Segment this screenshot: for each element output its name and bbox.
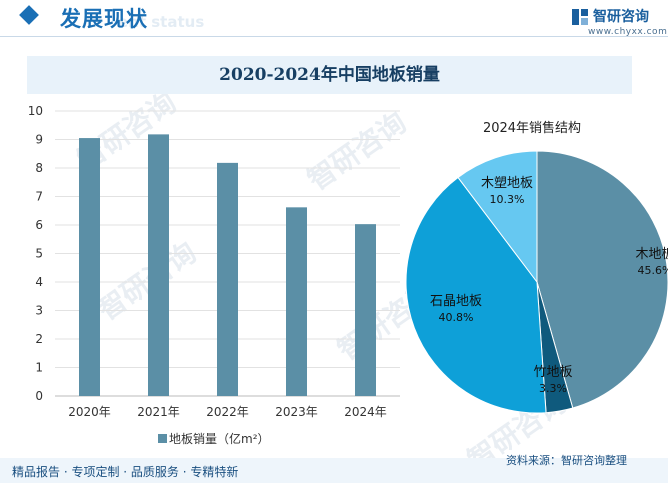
pie-chart-title: 2024年销售结构	[483, 120, 581, 136]
pie-slice-percent: 45.6%	[638, 264, 668, 277]
footer-tags: 精品报告 · 专项定制 · 品质服务 · 专精特新	[12, 465, 239, 479]
x-tick-label: 2024年	[344, 405, 387, 419]
pie-chart-slices	[405, 150, 668, 414]
y-tick-label: 1	[35, 361, 43, 375]
pie-slice-percent: 40.8%	[439, 311, 474, 324]
pie-slice-label: 竹地板	[533, 365, 572, 380]
bar	[79, 138, 100, 396]
y-tick-label: 0	[35, 389, 43, 403]
pie-slice	[457, 150, 538, 284]
y-tick-label: 4	[35, 275, 43, 289]
pie-slice	[405, 176, 547, 414]
y-tick-label: 9	[35, 133, 43, 147]
bar-chart-y-axis: 0 1 2 3 4 5 6 7 8 9 10	[28, 104, 43, 403]
x-tick-label: 2022年	[206, 405, 249, 419]
y-tick-label: 3	[35, 304, 43, 318]
bar-chart-bars	[79, 134, 376, 396]
logo-icon	[572, 9, 588, 25]
pie-slice-label: 石晶地板	[430, 294, 482, 309]
data-source: 资料来源：智研咨询整理	[506, 454, 627, 467]
y-tick-label: 5	[35, 247, 43, 261]
logo-name: 智研咨询	[593, 9, 649, 25]
bar	[148, 134, 169, 396]
bar	[217, 162, 238, 396]
legend-swatch	[158, 434, 167, 443]
pie-chart-labels: 木地板 45.6% 竹地板 3.3% 石晶地板 40.8% 木塑地板 10.3%	[430, 176, 668, 395]
header-divider	[0, 36, 668, 37]
pie-slice-label: 木塑地板	[481, 176, 533, 191]
y-tick-label: 6	[35, 218, 43, 232]
chart-title: 2020-2024年中国地板销量	[219, 65, 440, 85]
bar-chart-x-axis: 2020年 2021年 2022年 2023年 2024年	[68, 405, 387, 419]
legend-label: 地板销量（亿m²）	[169, 431, 270, 446]
x-tick-label: 2020年	[68, 405, 111, 419]
section-title: 发展现状	[60, 7, 148, 31]
bar-chart-legend: 地板销量（亿m²）	[158, 431, 270, 446]
y-tick-label: 2	[35, 332, 43, 346]
logo-url: www.chyxx.com	[588, 27, 668, 37]
chart-title-band: 2020-2024年中国地板销量	[27, 56, 632, 94]
y-tick-label: 8	[35, 161, 43, 175]
x-tick-label: 2023年	[275, 405, 318, 419]
x-tick-label: 2021年	[137, 405, 180, 419]
pie-slice-label: 木地板	[635, 247, 668, 262]
bar	[286, 207, 307, 396]
page-header: ent status 发展现状 智研咨询 www.chyxx.com	[0, 0, 668, 40]
bar	[355, 224, 376, 396]
page-footer: 精品报告 · 专项定制 · 品质服务 · 专精特新	[0, 458, 668, 483]
y-tick-label: 7	[35, 190, 43, 204]
pie-slice-percent: 3.3%	[539, 382, 567, 395]
pie-slice-percent: 10.3%	[490, 193, 525, 206]
y-tick-label: 10	[28, 104, 43, 118]
pie-slice	[536, 150, 668, 409]
header-watermark: ent status	[118, 13, 205, 31]
